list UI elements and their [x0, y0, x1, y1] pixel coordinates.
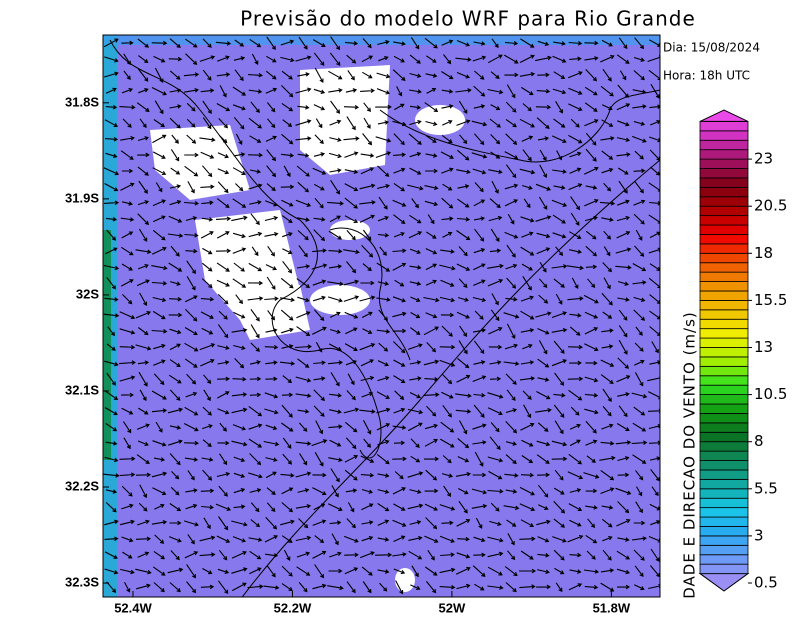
colorbar-band — [699, 121, 749, 132]
colorbar-band — [699, 441, 749, 452]
colorbar-tick-label: 23 — [754, 150, 773, 168]
map-area — [103, 35, 660, 597]
colorbar-band — [699, 299, 749, 311]
colorbar-band — [699, 478, 749, 490]
map-frame — [102, 34, 661, 598]
colorbar-tick-label: 20.5 — [754, 197, 787, 215]
colorbar-band — [699, 450, 749, 461]
title: Previsão do modelo WRF para Rio Grande — [240, 7, 696, 31]
colorbar-band — [699, 158, 749, 169]
colorbar-band — [699, 196, 749, 207]
colorbar-tick-label: 18 — [754, 244, 773, 262]
colorbar-band — [699, 460, 749, 471]
colorbar-band — [699, 252, 749, 264]
coastline — [109, 39, 660, 597]
colorbar-band — [699, 224, 749, 235]
colorbar-band — [699, 544, 749, 556]
colorbar-label: DADE E DIRECAO DO VENTO (m/s) — [681, 311, 699, 599]
colorbar-tick-label: 13 — [754, 338, 773, 356]
colorbar-band — [699, 488, 749, 499]
colorbar-end — [698, 573, 750, 592]
y-tick-label: 31.8S — [65, 94, 99, 109]
y-tick-label: 32S — [76, 286, 99, 301]
x-tick-label: 51.8W — [593, 600, 631, 615]
colorbar-band — [699, 384, 749, 395]
colorbar-band — [699, 337, 749, 348]
colorbar-tick-label: 5.5 — [754, 479, 778, 497]
colorbar-band — [699, 375, 749, 386]
colorbar-band — [699, 130, 749, 141]
date: Dia: 15/08/2024 — [663, 41, 760, 55]
colorbar-band — [699, 403, 749, 414]
colorbar-band — [699, 356, 749, 367]
colorbar-band — [699, 394, 749, 405]
y-tick-label: 32.1S — [65, 382, 99, 397]
x-tick-label: 52.2W — [274, 600, 312, 615]
colorbar-band — [699, 149, 749, 160]
colorbar-tick-label: 8 — [754, 432, 764, 450]
colorbar-band — [699, 554, 749, 565]
colorbar-tick-label: 3 — [754, 526, 764, 544]
colorbar-band — [699, 497, 749, 509]
colorbar-band — [699, 318, 749, 330]
colorbar-end — [699, 109, 749, 122]
y-tick-label: 31.9S — [65, 190, 99, 205]
colorbar-band — [699, 309, 749, 320]
x-tick-label: 52W — [439, 600, 466, 615]
colorbar-tick-label: 0.5 — [754, 574, 778, 592]
wind-field-edge — [103, 35, 660, 45]
hour: Hora: 18h UTC — [663, 69, 750, 83]
colorbar-band — [699, 168, 749, 179]
colorbar-band — [699, 422, 749, 433]
colorbar-band — [699, 290, 749, 301]
colorbar-tick-label: 10.5 — [754, 385, 787, 403]
colorbar-band — [699, 563, 749, 574]
y-tick-label: 32.3S — [65, 575, 99, 590]
colorbar-band — [699, 365, 749, 377]
colorbar-band — [699, 328, 749, 339]
colorbar-band — [699, 271, 749, 282]
colorbar-tick-label: 15.5 — [754, 291, 787, 309]
colorbar-band — [699, 535, 749, 546]
x-tick-label: 52.4W — [114, 600, 152, 615]
colorbar-band — [699, 205, 749, 217]
colorbar-band — [699, 243, 749, 254]
colorbar-band — [699, 469, 749, 480]
colorbar-band — [699, 177, 749, 188]
wind-field-edge — [103, 230, 111, 460]
colorbar-band — [699, 413, 749, 424]
colorbar-band — [699, 215, 749, 226]
colorbar-band — [699, 516, 749, 527]
colorbar-band — [699, 262, 749, 273]
colorbar-band — [699, 347, 749, 358]
colorbar-band — [699, 139, 749, 151]
colorbar-band — [699, 526, 749, 537]
wind-arrows — [103, 36, 660, 595]
colorbar-band — [699, 281, 749, 292]
colorbar-band — [699, 186, 749, 198]
colorbar-band — [699, 234, 749, 245]
colorbar: 0.5 3 5.5 8 10.5 13 15.5 18 20.5 23 — [698, 109, 787, 592]
colorbar-band — [699, 507, 749, 518]
colorbar-band — [699, 431, 749, 443]
wind-arrow — [103, 36, 660, 595]
y-tick-label: 32.2S — [65, 478, 99, 493]
